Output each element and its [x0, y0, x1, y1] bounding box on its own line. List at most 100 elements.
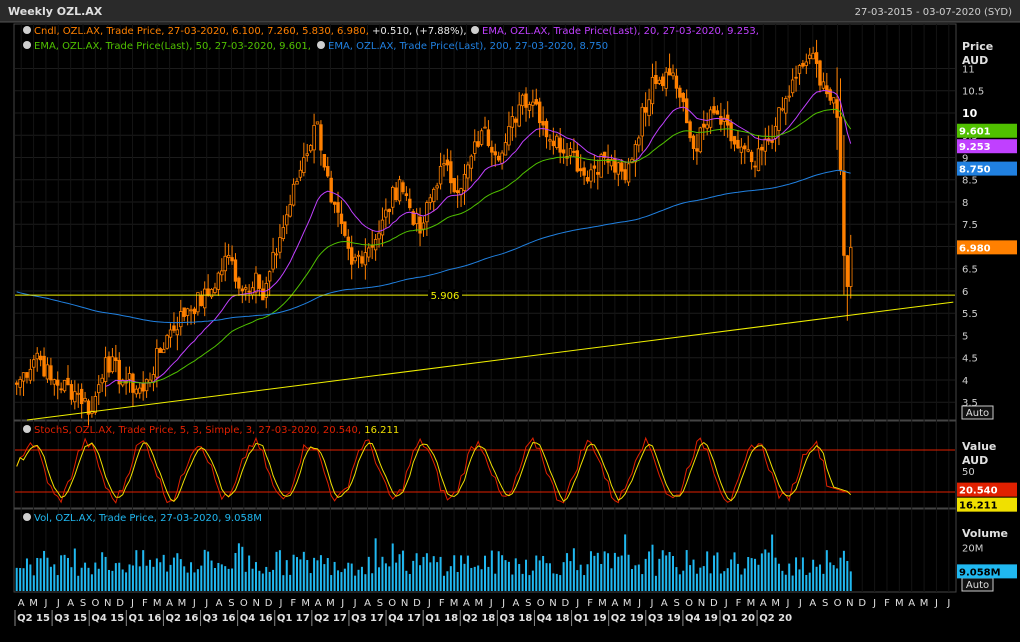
legend-ema50-icon[interactable]	[23, 41, 31, 49]
volume-bar	[296, 557, 298, 591]
month-label: O	[537, 598, 545, 609]
quarter-label: Q2 19	[611, 613, 644, 624]
volume-bar	[747, 557, 750, 591]
price-auto-button[interactable]: Auto	[961, 405, 994, 420]
candle-body	[708, 109, 713, 128]
volume-bar	[313, 557, 316, 591]
price-auto-box[interactable]	[961, 405, 994, 420]
candle-body	[93, 396, 98, 413]
candle-body	[555, 135, 559, 148]
candle-body	[32, 359, 36, 368]
volume-bar	[149, 559, 152, 591]
month-label: S	[822, 598, 828, 609]
legend-ema200-icon[interactable]	[317, 41, 325, 49]
candle-body	[428, 197, 433, 203]
volume-series	[15, 534, 852, 591]
volume-bar	[624, 534, 627, 591]
candle-body	[175, 329, 180, 336]
price-panel[interactable]	[13, 23, 957, 421]
candle-body	[220, 270, 224, 276]
volume-bar	[836, 568, 839, 591]
legend-stoch[interactable]: StochS, OZL.AX, Trade Price, 5, 3, Simpl…	[23, 425, 399, 436]
candle-body	[654, 75, 658, 85]
volume-auto-button[interactable]: Auto	[961, 577, 994, 592]
month-label: J	[278, 598, 282, 609]
candle-body	[589, 169, 593, 182]
candle-body	[69, 384, 74, 400]
stoch-panel[interactable]	[13, 420, 957, 509]
candle-body	[753, 165, 757, 168]
legend-volume[interactable]: Vol, OZL.AX, Trade Price, 27-03-2020, 9.…	[23, 513, 262, 524]
volume-bar	[111, 570, 114, 591]
volume-bar	[528, 575, 531, 591]
candle-body	[719, 115, 723, 125]
month-label: J	[56, 598, 60, 609]
candle-body	[476, 141, 480, 147]
quarter-label: Q4 19	[685, 613, 718, 624]
volume-bar	[456, 571, 459, 591]
price-axis-unit: AUD	[962, 54, 988, 67]
candle-body	[500, 152, 504, 164]
volume-bar	[323, 564, 326, 591]
ema50-tag-bg	[957, 123, 1017, 138]
candle-body	[127, 373, 132, 380]
candle-body	[599, 154, 603, 178]
candle-body	[401, 182, 405, 193]
candle-body	[281, 227, 286, 240]
candle-body	[493, 151, 497, 156]
legend-ema20-icon[interactable]	[471, 26, 479, 34]
ema20-tag-bg	[957, 139, 1017, 154]
candle-body	[408, 198, 412, 209]
volume-bar	[695, 573, 698, 591]
month-label: O	[91, 598, 99, 609]
legend-stoch-icon[interactable]	[23, 425, 31, 433]
volume-bar	[637, 564, 640, 591]
month-label: A	[166, 598, 173, 609]
volume-bar	[415, 553, 418, 591]
candle-body	[196, 292, 200, 313]
ema20-tag: 9.253	[959, 142, 991, 153]
candle-body	[76, 392, 80, 395]
month-label: A	[809, 598, 816, 609]
volume-bar	[326, 558, 329, 591]
volume-bar	[80, 567, 83, 591]
legend-volume-icon[interactable]	[23, 513, 31, 521]
volume-bar	[538, 560, 541, 591]
volume-bar	[145, 565, 148, 591]
volume-bar	[791, 575, 794, 591]
volume-bar	[186, 572, 189, 591]
volume-bar	[706, 551, 709, 591]
candle-body	[397, 179, 402, 202]
month-label: A	[364, 598, 371, 609]
month-label: M	[326, 598, 335, 609]
candle-body	[346, 236, 350, 249]
candle-body	[199, 295, 203, 307]
candle-body	[203, 288, 207, 309]
volume-bar	[419, 565, 422, 591]
volume-bar	[552, 573, 555, 591]
legend-ema200[interactable]: EMA, OZL.AX, Trade Price(Last), 200, 27-…	[317, 41, 608, 52]
candle-body	[158, 348, 162, 353]
candle-body	[435, 185, 439, 189]
legend-candle-icon[interactable]	[23, 26, 31, 34]
month-label: F	[884, 598, 890, 609]
volume-bar	[822, 573, 825, 591]
candle-body	[640, 106, 644, 137]
candle-body	[206, 288, 210, 296]
volume-bar	[337, 570, 340, 591]
candle-body	[131, 373, 135, 393]
month-label: D	[562, 598, 570, 609]
volume-bar	[603, 551, 606, 591]
volume-bar	[716, 552, 719, 591]
month-label: A	[512, 598, 519, 609]
volume-bar	[490, 550, 493, 591]
candle-body	[336, 202, 340, 213]
legend-ema50[interactable]: EMA, OZL.AX, Trade Price(Last), 50, 27-0…	[23, 41, 311, 52]
legend-candle[interactable]: Cndl, OZL.AX, Trade Price, 27-03-2020, 6…	[23, 26, 467, 37]
legend-ema20[interactable]: EMA, OZL.AX, Trade Price(Last), 20, 27-0…	[471, 26, 759, 37]
month-label: A	[661, 598, 668, 609]
price-tick-label: 11	[962, 64, 975, 75]
volume-bar	[777, 563, 780, 591]
price-tick-label: 4.5	[962, 354, 978, 365]
